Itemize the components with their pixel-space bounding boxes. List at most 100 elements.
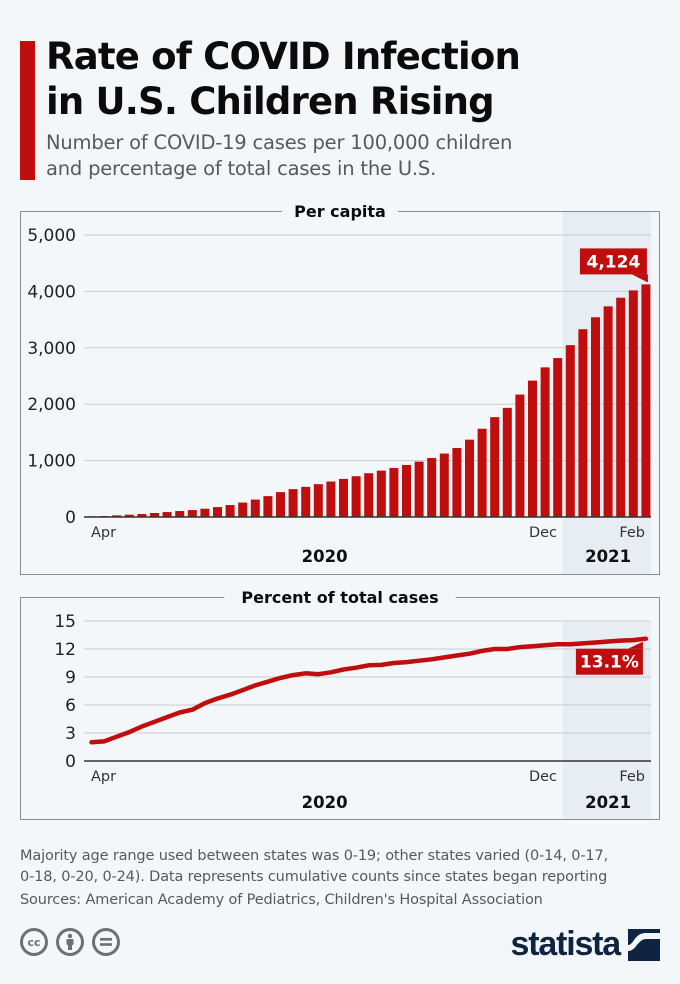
- statista-logo[interactable]: statista: [511, 925, 660, 964]
- callout-box: [575, 648, 643, 675]
- year-label: 2021: [585, 793, 631, 812]
- bar: [553, 358, 563, 517]
- bar: [402, 464, 411, 517]
- x-axis-ticks: Apr Dec Feb: [91, 525, 645, 541]
- bar: [288, 489, 298, 517]
- x-tick-label: Dec: [529, 769, 557, 785]
- value-callout: 4,124: [579, 248, 648, 283]
- bar: [213, 507, 222, 517]
- chart-frame: [20, 597, 660, 820]
- bar: [200, 508, 210, 517]
- y-tick-label: 1,000: [27, 452, 76, 472]
- year-labels: 2020 2021: [302, 547, 631, 566]
- bar: [565, 345, 575, 517]
- per-capita-chart: Per capita 0 1,000 2,000 3,000 4,000 5,000 Ap…: [20, 202, 660, 575]
- no-derivatives-icon[interactable]: [92, 928, 120, 956]
- x-tick-label: Apr: [91, 769, 116, 785]
- y-tick-label: 4,000: [27, 282, 76, 302]
- bar: [477, 428, 487, 517]
- y-tick-label: 12: [54, 640, 76, 660]
- x-axis-ticks: Apr Dec Feb: [91, 769, 645, 785]
- bar: [364, 473, 374, 517]
- value-callout: 13.1%: [575, 641, 643, 675]
- bar: [162, 512, 172, 517]
- callout-label: 4,124: [587, 252, 641, 272]
- brand-name: statista: [510, 925, 622, 963]
- bar: [250, 499, 260, 517]
- bar: [351, 476, 361, 517]
- bar: [112, 515, 122, 517]
- bar: [540, 367, 550, 517]
- bar: [389, 467, 399, 517]
- year-label: 2020: [302, 793, 348, 812]
- y-tick-label: 3,000: [27, 339, 76, 359]
- percent-chart: Percent of total cases 0 3 6 9 12 15 Apr Dec Fe…: [20, 588, 660, 820]
- y-tick-label: 0: [65, 508, 76, 528]
- bars: [87, 284, 651, 518]
- bar: [616, 297, 626, 517]
- charts-canvas: Per capita 0 1,000 2,000 3,000 4,000 5,000 Ap…: [20, 202, 660, 820]
- bar: [175, 511, 185, 517]
- note-line-2: 0-18, 0-20, 0-24). Data represents cumul…: [20, 869, 608, 885]
- percent-line: [89, 636, 649, 745]
- callout-pointer: [631, 274, 648, 283]
- year-label: 2021: [585, 547, 631, 566]
- title-line-2: in U.S. Children Rising: [46, 80, 495, 123]
- bar: [137, 514, 147, 517]
- callout-box: [579, 248, 647, 275]
- bar: [124, 514, 134, 517]
- year-label: 2020: [302, 547, 348, 566]
- bar: [452, 447, 462, 517]
- bar: [301, 486, 311, 517]
- y-axis-ticks: 0 3 6 9 12 15: [54, 612, 76, 772]
- bar: [591, 317, 600, 517]
- bar: [150, 512, 159, 517]
- callout-label: 13.1%: [580, 653, 639, 673]
- license-icons: cc: [20, 928, 120, 956]
- bar: [225, 505, 235, 517]
- bar: [313, 484, 323, 517]
- bar: [578, 329, 588, 517]
- attribution-icon[interactable]: [56, 928, 84, 956]
- note-line-1: Majority age range used between states w…: [20, 848, 609, 864]
- bar: [414, 461, 424, 517]
- y-tick-label: 15: [54, 612, 76, 632]
- chart-title: Percent of total cases: [241, 588, 438, 607]
- y-tick-label: 2,000: [27, 395, 76, 415]
- subtitle-line-1: Number of COVID-19 cases per 100,000 chi…: [46, 131, 513, 154]
- subtitle-line-2: and percentage of total cases in the U.S…: [46, 157, 437, 180]
- title-line-1: Rate of COVID Infection: [46, 35, 521, 78]
- callout-pointer: [627, 641, 643, 649]
- footnote: Majority age range used between states w…: [20, 846, 670, 911]
- x-tick-label: Feb: [619, 525, 645, 541]
- bar: [339, 478, 348, 517]
- bar: [263, 496, 273, 517]
- bar: [465, 439, 474, 517]
- y-axis-ticks: 0 1,000 2,000 3,000 4,000 5,000: [27, 226, 76, 528]
- bar: [490, 417, 500, 517]
- y-tick-label: 3: [65, 724, 76, 744]
- bar: [515, 394, 525, 517]
- cc-label: cc: [27, 935, 41, 949]
- subtitle: Number of COVID-19 cases per 100,000 chi…: [46, 130, 666, 182]
- bar: [628, 290, 638, 517]
- bar: [641, 284, 651, 517]
- x-tick-label: Dec: [529, 525, 557, 541]
- statista-mark-icon: [628, 928, 660, 961]
- equals-glyph: [100, 938, 112, 946]
- chart-title: Per capita: [294, 202, 386, 221]
- creative-commons-icon[interactable]: cc: [20, 928, 48, 956]
- bar: [238, 502, 248, 517]
- bar: [603, 306, 613, 517]
- y-tick-label: 9: [65, 668, 76, 688]
- y-tick-label: 5,000: [27, 226, 76, 246]
- y-tick-label: 0: [65, 752, 76, 772]
- x-tick-label: Feb: [619, 769, 645, 785]
- chart-frame: [20, 211, 660, 575]
- person-glyph: [66, 933, 74, 950]
- bar: [502, 407, 512, 517]
- sources-text: Sources: American Academy of Pediatrics,…: [20, 892, 543, 908]
- bar: [276, 492, 285, 517]
- gridlines: [84, 620, 651, 734]
- bar: [187, 510, 197, 517]
